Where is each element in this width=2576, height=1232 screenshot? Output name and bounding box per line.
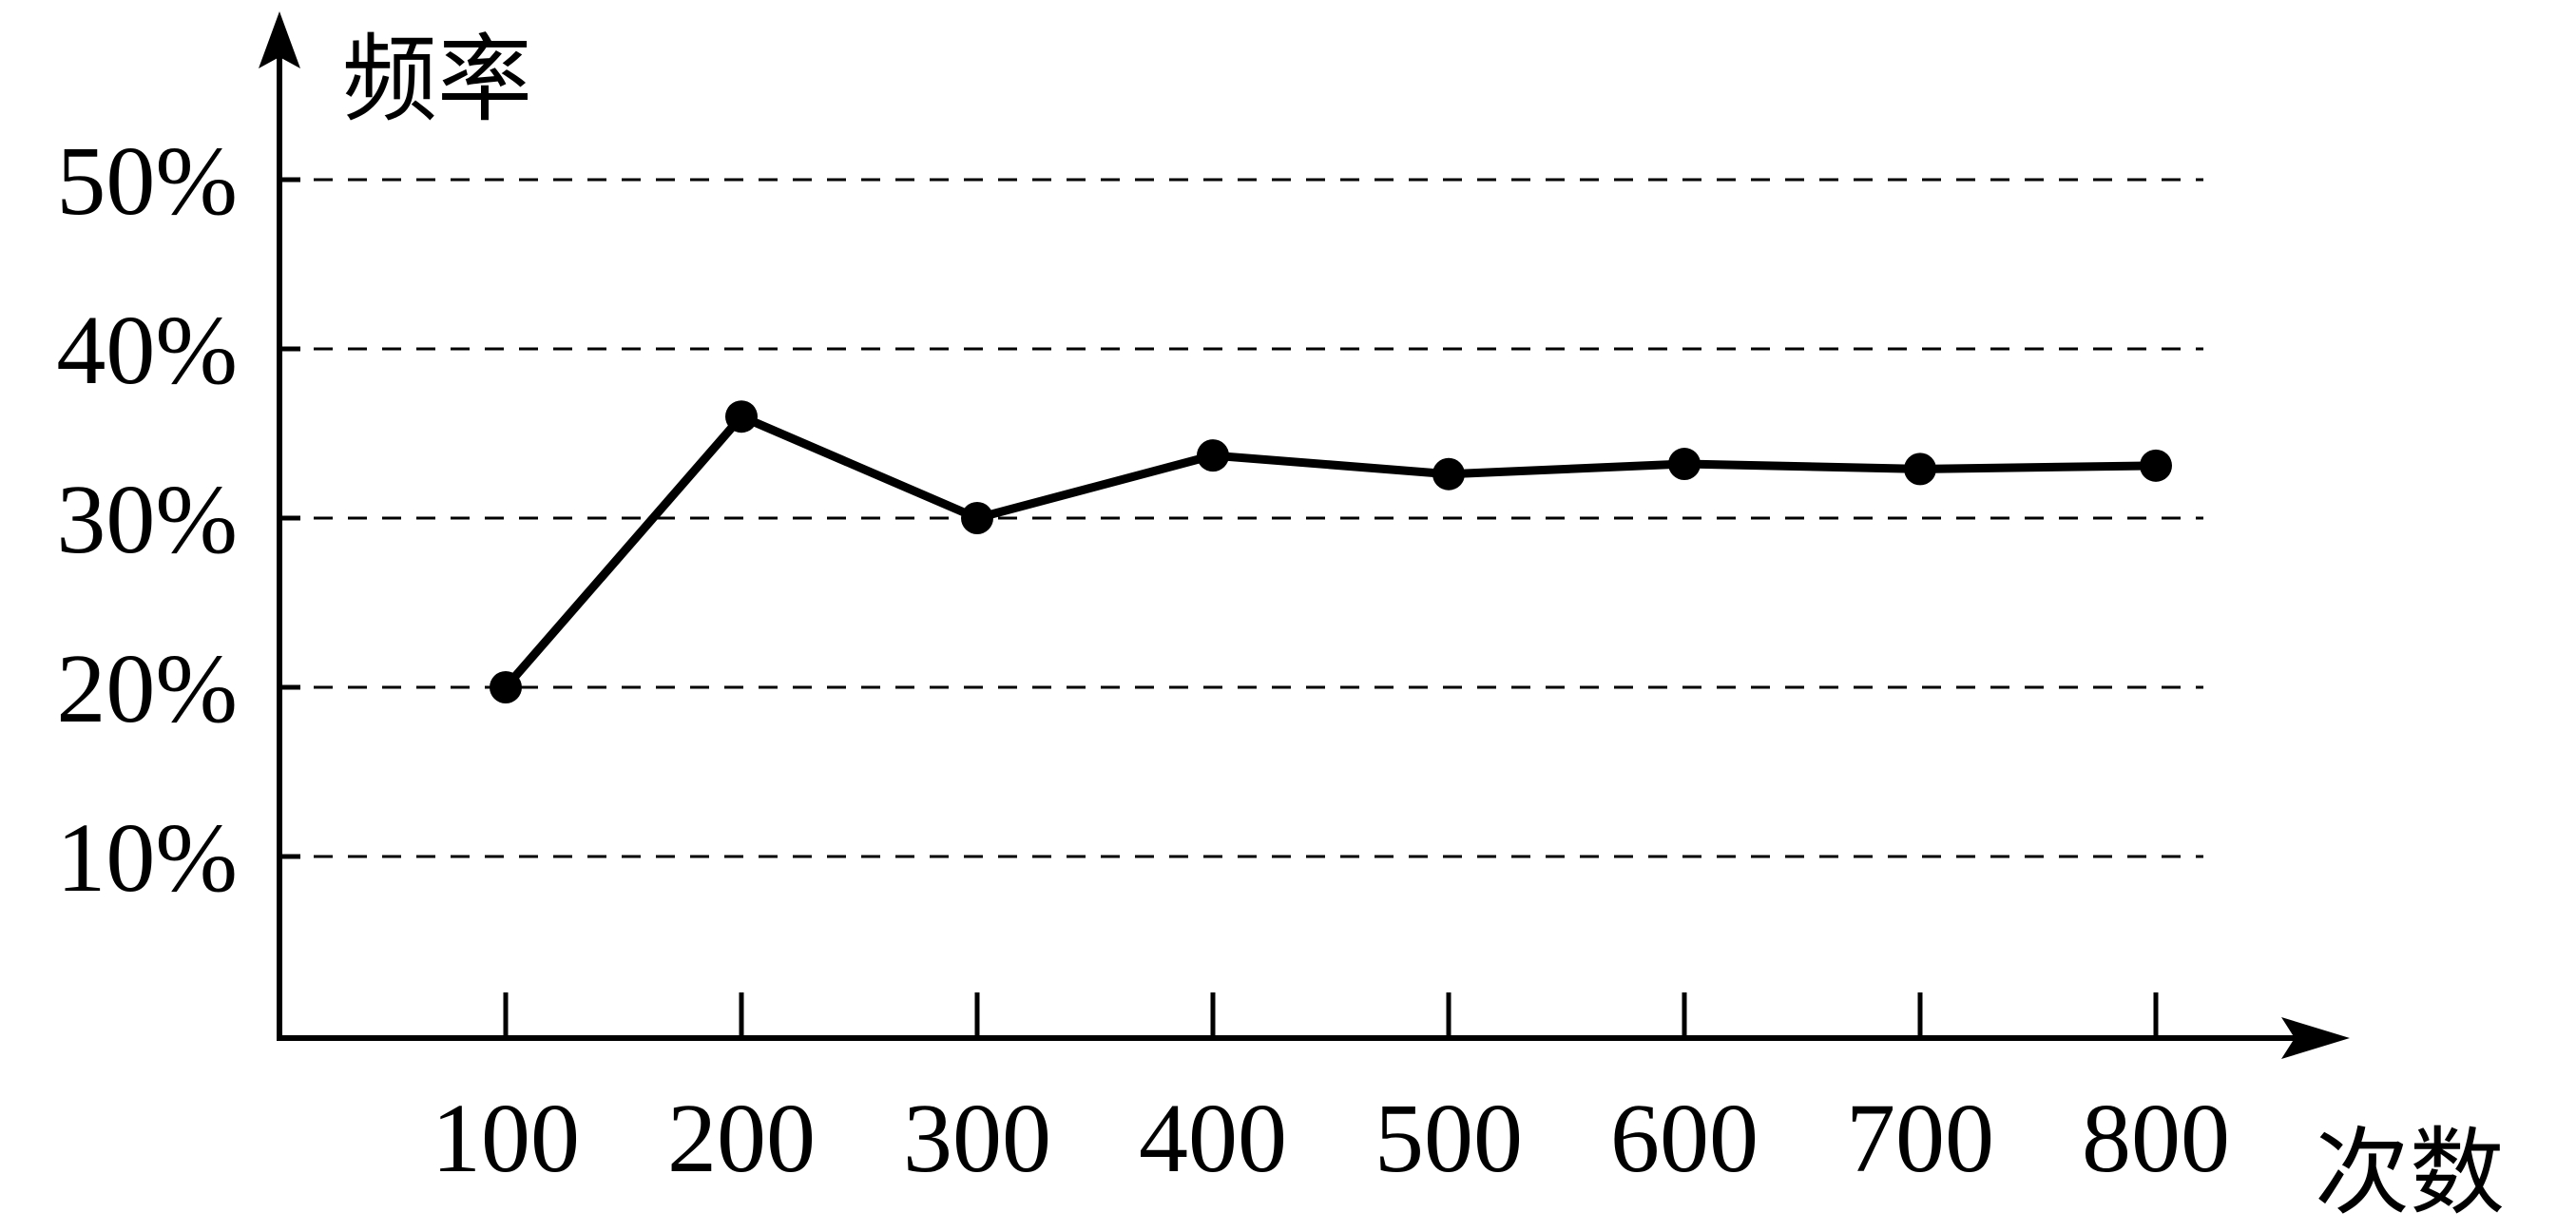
y-tick-label: 40% [56, 296, 238, 405]
data-point [1432, 457, 1465, 491]
x-tick-label: 500 [1375, 1084, 1523, 1193]
data-point [1668, 448, 1701, 481]
data-point [2140, 449, 2172, 482]
y-axis-arrow-icon [259, 11, 300, 68]
data-point [961, 502, 993, 534]
data-point [725, 400, 758, 433]
y-tick-label: 20% [56, 634, 238, 743]
data-point [1197, 439, 1229, 472]
series-line [502, 411, 2157, 690]
data-point [490, 671, 522, 703]
data-point [1904, 452, 1936, 486]
y-axis-label: 频率 [342, 28, 532, 133]
y-tick-label: 30% [56, 465, 238, 574]
y-tick-label: 10% [56, 803, 238, 913]
x-axis-arrow-icon [2281, 1017, 2350, 1059]
gridlines [279, 178, 2203, 858]
y-tick-label: 50% [56, 126, 238, 236]
x-tick-label: 300 [903, 1084, 1051, 1193]
x-tick-label: 400 [1139, 1084, 1287, 1193]
x-tick-label: 100 [432, 1084, 580, 1193]
x-tick-label: 600 [1610, 1084, 1759, 1193]
axes [259, 11, 2350, 1059]
x-tick-label: 800 [2082, 1084, 2230, 1193]
x-tick-label: 200 [667, 1084, 816, 1193]
x-tick-label: 700 [1846, 1084, 1994, 1193]
x-axis-label: 次数 [2315, 1121, 2505, 1226]
